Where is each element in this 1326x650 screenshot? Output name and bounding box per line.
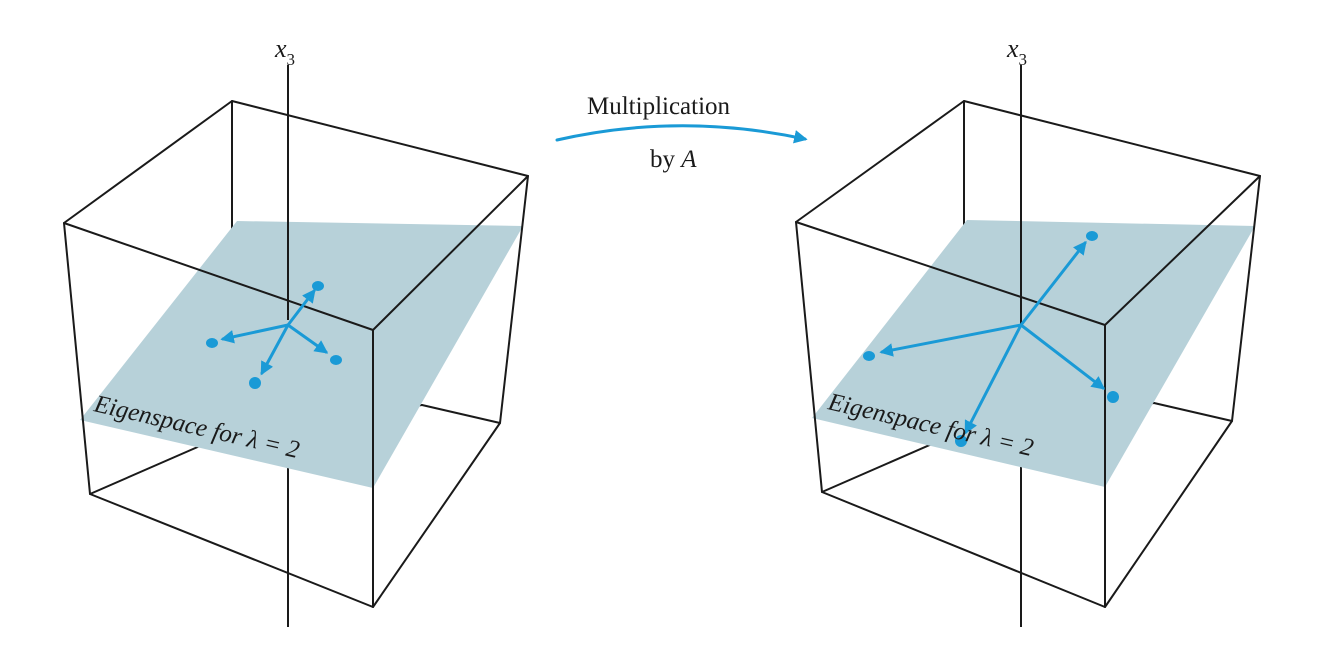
left-cube-front-edges: [63, 100, 529, 608]
left-vector-up-dot: [312, 281, 324, 291]
left-vector-up: [286, 288, 316, 327]
right-vector-up-dot: [1086, 231, 1098, 241]
left-eigenspace-plane: [80, 221, 523, 488]
right-vector-down-dot: [955, 435, 967, 447]
left-vector-left-dot: [206, 338, 218, 348]
left-eigenvectors: [206, 281, 342, 389]
right-vector-down: [964, 323, 1023, 435]
right-eigenvectors: [863, 231, 1119, 447]
transform-label-line2: by A: [650, 146, 697, 173]
transform-label-line1: Multiplication: [587, 93, 731, 120]
right-vector-up: [1019, 240, 1087, 327]
transform-arrow-curve: [555, 124, 808, 144]
right-cube-front-edges: [795, 100, 1261, 608]
right-vector-right: [1019, 323, 1106, 390]
left-vector-down-dot: [249, 377, 261, 389]
left-vector-right-dot: [330, 355, 342, 365]
left-x3-label: x3: [274, 34, 295, 69]
right-vector-left-dot: [863, 351, 875, 361]
right-vector-right-dot: [1107, 391, 1119, 403]
left-vector-down: [260, 323, 290, 376]
right-eigenspace-plane: [812, 220, 1255, 487]
right-vector-left: [879, 323, 1023, 357]
left-vector-left: [220, 323, 290, 344]
right-panel: x3 Eigenspace for λ = 2: [795, 34, 1261, 627]
right-x3-label: x3: [1006, 34, 1027, 69]
multiplication-arrow: Multiplication by A: [555, 93, 808, 173]
left-vector-right: [286, 323, 329, 354]
left-panel: x3 Eigenspace for λ = 2: [63, 34, 529, 627]
